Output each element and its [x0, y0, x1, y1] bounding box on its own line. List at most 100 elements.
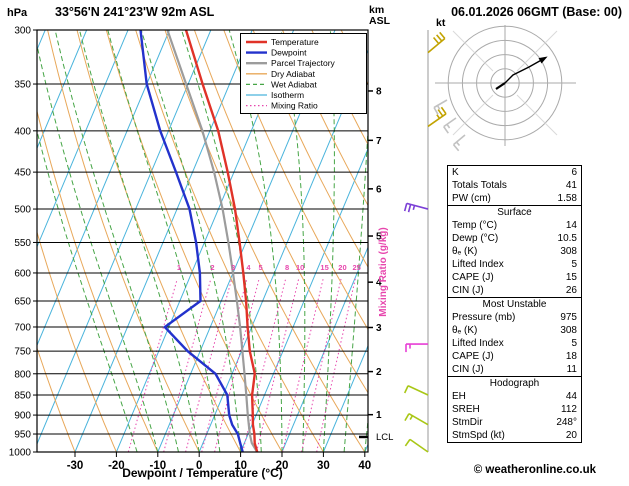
table-row: Pressure (mb) 975 [448, 311, 581, 324]
copyright: © weatheronline.co.uk [473, 464, 596, 476]
table-row: SREH 112 [448, 403, 581, 416]
table-row: CAPE (J) 18 [448, 350, 581, 363]
hodograph-spoke [516, 30, 558, 72]
table-row: CAPE (J) 15 [448, 271, 581, 284]
table-value: 112 [561, 404, 577, 415]
isotherm-line [0, 30, 4, 452]
table-row: Dewp (°C) 10.5 [448, 232, 581, 245]
mixing-ratio-value-label: 8 [285, 263, 289, 272]
hodograph-unit-label: kt [436, 17, 446, 29]
dry-adiabat-line [47, 30, 200, 452]
table-label: SREH [452, 404, 480, 415]
table-value: 308 [560, 246, 577, 257]
table-row: θₑ (K) 308 [448, 245, 581, 258]
table-label: Lifted Index [452, 259, 504, 270]
hodograph-spoke [452, 94, 494, 136]
lcl-label: LCL [376, 432, 393, 443]
legend-item-label: Dry Adiabat [271, 69, 316, 79]
table-row: CIN (J) 11 [448, 363, 581, 376]
legend-item-label: Mixing Ratio [271, 101, 318, 111]
isotherm-line [37, 30, 88, 150]
wet-adiabat-line [54, 30, 179, 452]
hodograph-spoke [452, 30, 494, 72]
table-value: 14 [565, 220, 577, 231]
dewpoint-line [139, 30, 244, 452]
table-label: Totals Totals [452, 180, 507, 191]
table-row: Totals Totals 41 [448, 179, 581, 192]
pressure-tick-label: 650 [14, 297, 31, 308]
temperature-line [184, 30, 259, 452]
pressure-tick-label: 550 [14, 238, 31, 249]
table-label: PW (cm) [452, 193, 491, 204]
km-label: km [369, 4, 385, 16]
pressure-tick-label: 1000 [9, 448, 32, 459]
table-section-title: Hodograph [448, 376, 581, 390]
table-value: 44 [565, 391, 577, 402]
table-row: StmSpd (kt) 20 [448, 429, 581, 442]
table-label: StmSpd (kt) [452, 430, 505, 441]
mixing-ratio-line [127, 278, 178, 452]
mixing-ratio-value-label: 3 [231, 263, 235, 272]
pressure-tick-label: 750 [14, 347, 31, 358]
pressure-tick-label: 450 [14, 168, 31, 179]
table-value: 11 [566, 364, 577, 375]
mixing-ratio-value-label: 2 [210, 263, 214, 272]
mixing-ratio-value-label: 25 [352, 263, 360, 272]
mixing-ratio-value-label: 10 [296, 263, 304, 272]
table-value: 1.58 [557, 193, 577, 204]
mixing-ratio-value-label: 15 [320, 263, 328, 272]
mixing-ratio-line [282, 278, 324, 452]
pressure-tick-label: 950 [14, 430, 31, 441]
pressure-tick-label: 600 [14, 268, 31, 279]
km-tick-label: 6 [376, 184, 382, 195]
dry-adiabat-line [252, 30, 368, 268]
temperature-axis-label: Dewpoint / Temperature (°C) [122, 466, 283, 480]
table-label: CIN (J) [452, 285, 484, 296]
storm-motion-vector [495, 82, 506, 90]
pressure-tick-label: 300 [14, 26, 31, 37]
isotherm-line [37, 30, 170, 347]
hodograph: kt [433, 17, 576, 152]
pressure-unit-label: hPa [7, 7, 28, 19]
table-label: θₑ (K) [452, 246, 478, 257]
table-label: StmDir [452, 417, 483, 428]
pressure-tick-label: 800 [14, 369, 31, 380]
plot-border [36, 29, 369, 453]
table-row: Temp (°C) 14 [448, 219, 581, 232]
temp-tick-label: 0 [196, 460, 202, 472]
station-title: 33°56'N 241°23'W 92m ASL [55, 5, 215, 19]
table-row: PW (cm) 1.58 [448, 192, 581, 205]
altitude-axis-title: km ASL [369, 5, 390, 27]
pressure-tick-label: 850 [14, 391, 31, 402]
table-value: 41 [565, 180, 577, 191]
table-row: CIN (J) 26 [448, 284, 581, 297]
mixing-ratio-line [163, 278, 212, 452]
km-tick-label: 7 [376, 136, 382, 147]
axis-labels: 3003504004505005506006507007508008509009… [9, 26, 394, 473]
mixing-ratio-line [214, 278, 260, 452]
mixing-ratio-line [256, 278, 300, 452]
dry-adiabat-line [37, 346, 76, 452]
legend-item-label: Dewpoint [271, 48, 307, 58]
table-value: 5 [571, 338, 577, 349]
table-row: Lifted Index 5 [448, 258, 581, 271]
wet-adiabat-line [37, 43, 159, 452]
isotherm-line [74, 30, 253, 452]
mixing-ratio-line [201, 278, 248, 452]
table-section-title: Surface [448, 205, 581, 219]
table-row: Lifted Index 5 [448, 337, 581, 350]
pressure-tick-label: 500 [14, 205, 31, 216]
table-label: θₑ (K) [452, 325, 478, 336]
parcel-trajectory-line [166, 30, 259, 452]
table-row: θₑ (K) 308 [448, 324, 581, 337]
isotherm-line [281, 245, 368, 452]
temp-tick-label: -20 [108, 460, 125, 472]
km-tick-label: 1 [376, 410, 382, 421]
wet-adiabat-line [181, 30, 262, 452]
table-label: Pressure (mb) [452, 312, 516, 323]
asl-label: ASL [369, 15, 390, 27]
